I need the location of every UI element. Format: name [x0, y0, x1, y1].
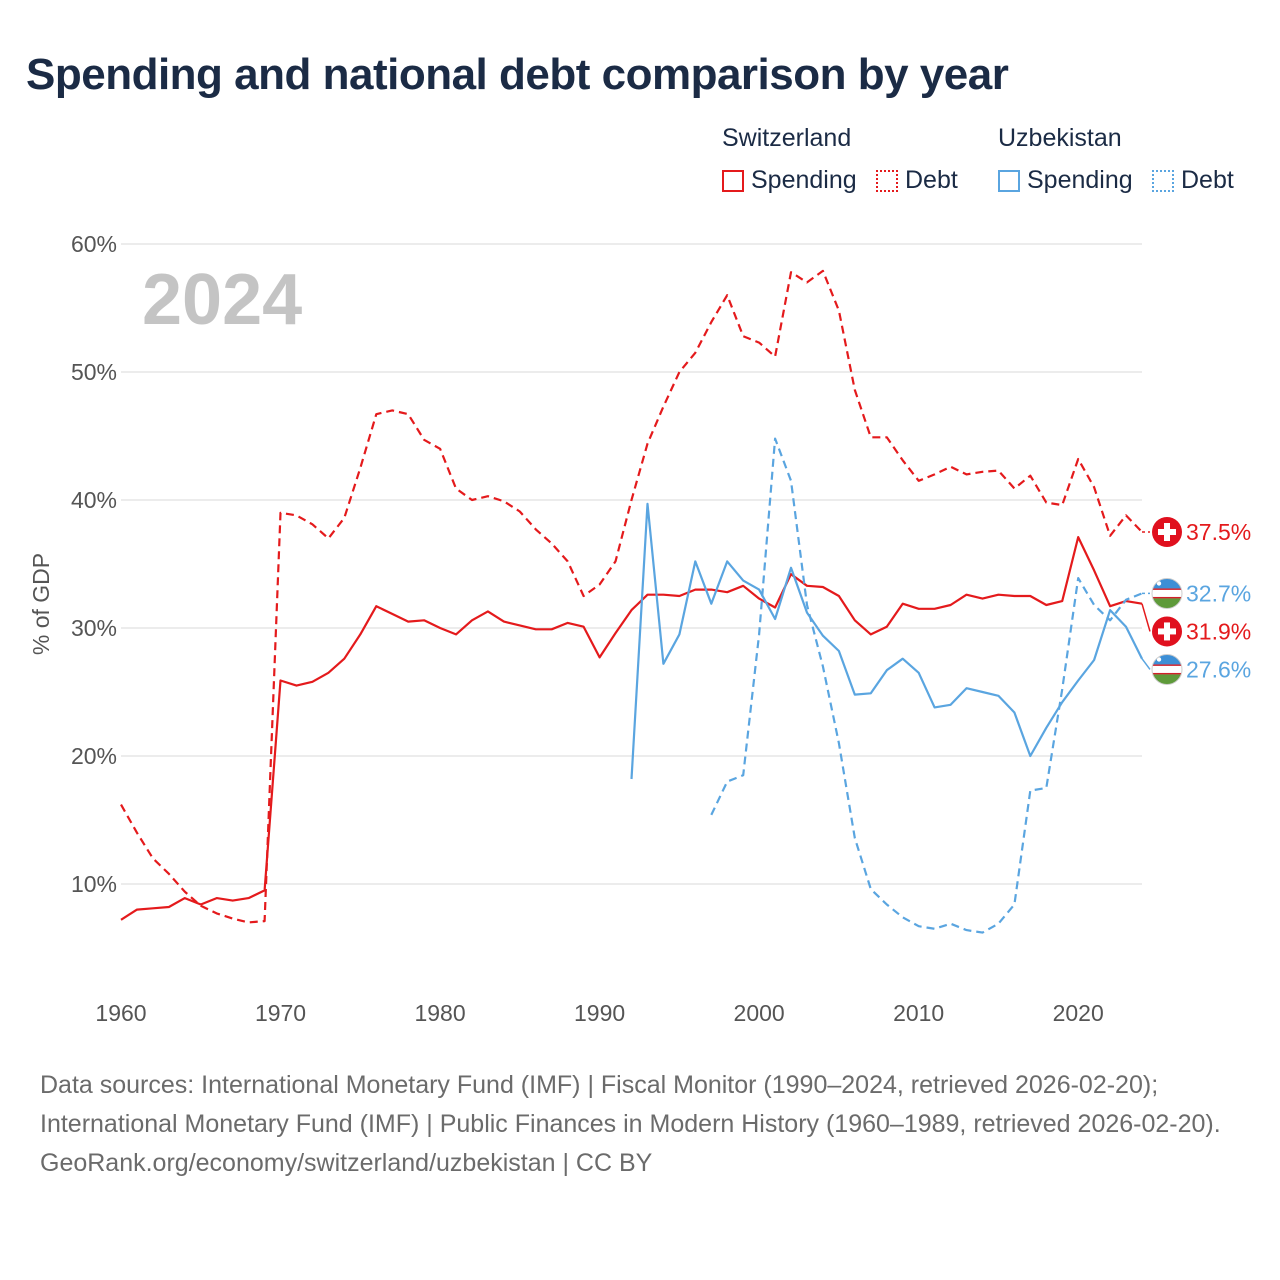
x-tick-label: 1980 — [414, 1000, 465, 1026]
series-lines — [120, 269, 1143, 934]
end-value-label: 37.5% — [1186, 519, 1251, 545]
series-line-uzbekistan-spending[interactable] — [630, 502, 1143, 780]
uzbekistan-flag-icon — [1151, 653, 1183, 685]
end-label-connector — [1141, 603, 1151, 632]
footer: Data sources: International Monetary Fun… — [40, 1066, 1240, 1183]
y-tick-label: 20% — [71, 743, 117, 769]
credit-link[interactable]: GeoRank.org/economy/switzerland/uzbekist… — [40, 1149, 653, 1177]
solid-line-swatch-icon — [722, 169, 744, 192]
legend-item-switzerland-spending[interactable]: Spending — [722, 166, 857, 195]
y-axis: 10% 20% 30% 40% 50% 60% — [71, 231, 117, 897]
gridlines — [121, 243, 1142, 885]
end-value-label: 32.7% — [1186, 580, 1251, 606]
legend-label: Spending — [751, 166, 857, 194]
year-watermark: 2024 — [142, 260, 302, 340]
end-value-label: 27.6% — [1186, 656, 1251, 682]
chart-title: Spending and national debt comparison by… — [26, 50, 1009, 99]
x-tick-label: 1970 — [255, 1000, 306, 1026]
y-axis-label: % of GDP — [28, 553, 54, 655]
end-value-label: 31.9% — [1186, 618, 1251, 644]
dotted-line-swatch-icon — [876, 169, 898, 192]
y-tick-label: 60% — [71, 231, 117, 257]
line-chart: 2024 10% 20% 30% 40% 50% 60% 1960 1970 1980 1990… — [28, 231, 1251, 1026]
series-line-switzerland-spending[interactable] — [120, 535, 1143, 921]
y-tick-label: 50% — [71, 359, 117, 385]
switzerland-flag-icon — [1152, 517, 1182, 547]
x-tick-label: 1990 — [574, 1000, 625, 1026]
uzbekistan-flag-icon — [1151, 577, 1183, 609]
legend-label: Debt — [905, 166, 958, 194]
x-tick-label: 2000 — [734, 1000, 785, 1026]
legend-label: Spending — [1027, 166, 1133, 194]
y-tick-label: 10% — [71, 871, 117, 897]
end-labels: 37.5% 31.9% 32.7% 27.6% — [1141, 517, 1251, 685]
legend-group-title-uzbekistan: Uzbekistan — [998, 124, 1122, 152]
legend-item-uzbekistan-spending[interactable]: Spending — [998, 166, 1133, 195]
x-tick-label: 1960 — [95, 1000, 146, 1026]
x-tick-label: 2010 — [893, 1000, 944, 1026]
y-tick-label: 30% — [71, 615, 117, 641]
end-label-connector — [1141, 658, 1151, 670]
legend-item-switzerland-debt[interactable]: Debt — [876, 166, 958, 195]
data-sources: Data sources: International Monetary Fun… — [40, 1071, 1221, 1138]
x-tick-label: 2020 — [1053, 1000, 1104, 1026]
series-line-uzbekistan-debt[interactable] — [710, 437, 1143, 934]
switzerland-flag-icon — [1152, 616, 1182, 647]
legend-label: Debt — [1181, 166, 1234, 194]
legend-group-title-switzerland: Switzerland — [722, 124, 852, 152]
dotted-line-swatch-icon — [1152, 169, 1174, 192]
y-tick-label: 40% — [71, 487, 117, 513]
legend-item-uzbekistan-debt[interactable]: Debt — [1152, 166, 1234, 195]
series-line-switzerland-debt[interactable] — [120, 269, 1143, 924]
solid-line-swatch-icon — [998, 169, 1020, 192]
x-axis: 1960 1970 1980 1990 2000 2010 2020 — [95, 1000, 1103, 1026]
